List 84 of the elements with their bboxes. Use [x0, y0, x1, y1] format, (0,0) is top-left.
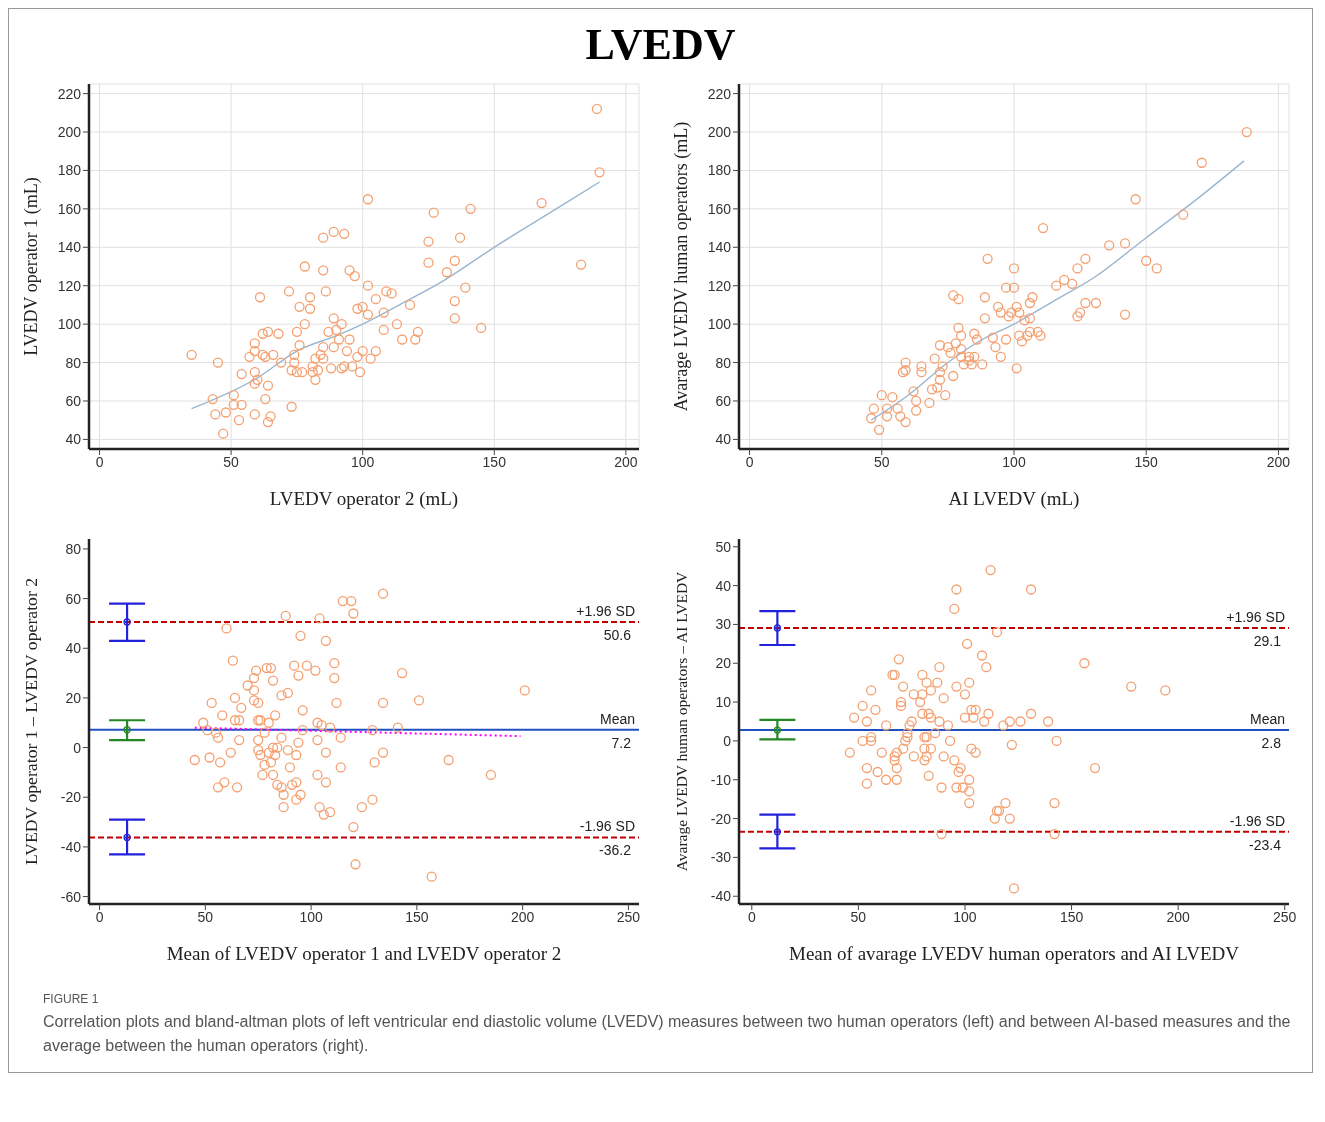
- y-tick-label: 0: [73, 739, 82, 756]
- x-axis-title: AI LVEDV (mL): [948, 488, 1080, 510]
- y-tick-label: 50: [715, 538, 732, 555]
- x-tick-label: 50: [197, 908, 214, 925]
- x-tick-label: 100: [299, 908, 324, 925]
- y-axis-title: LVEDV operator 1 (mL): [21, 177, 42, 356]
- x-tick-label: 0: [95, 453, 104, 470]
- ref-line-label: Mean: [1249, 711, 1285, 728]
- caption: FIGURE 1: [43, 991, 100, 1008]
- ref-line-label: -1.96 SD: [579, 818, 635, 835]
- y-tick-label: 80: [65, 354, 82, 371]
- x-tick-label: 100: [351, 453, 375, 470]
- ref-line-label: +1.96 SD: [1226, 608, 1285, 625]
- annotation: 50.6: [603, 626, 632, 643]
- y-tick-label: -20: [710, 810, 732, 827]
- y-tick-label: -20: [60, 789, 82, 806]
- ref-line-label: -1.96 SD: [1229, 812, 1285, 829]
- y-tick-label: 30: [715, 616, 732, 633]
- y-tick-label: 200: [57, 124, 82, 140]
- line-series: [190, 181, 601, 410]
- x-tick-label: 150: [1059, 908, 1084, 925]
- x-tick-label: 150: [405, 908, 429, 925]
- y-axis-title: Avarage LVEDV human operators (mL): [671, 121, 692, 412]
- y-tick-label: 40: [715, 577, 732, 594]
- x-tick-label: 100: [1002, 453, 1026, 470]
- x-tick-label: 100: [953, 908, 977, 925]
- x-tick-label: 200: [614, 453, 638, 470]
- y-tick-label: 60: [65, 590, 82, 607]
- y-tick-label: 80: [715, 354, 732, 371]
- y-tick-label: 60: [65, 392, 82, 409]
- y-axis-title: Avarage LVEDV human operators – AI LVEDV: [673, 570, 690, 872]
- x-tick-label: 250: [1273, 908, 1297, 925]
- annotation: 29.1: [1253, 632, 1282, 649]
- y-tick-label: -30: [710, 849, 732, 866]
- y-tick-label: 0: [723, 732, 732, 749]
- y-tick-label: 140: [707, 239, 732, 256]
- y-tick-label: -60: [60, 888, 82, 905]
- y-tick-label: -10: [710, 771, 732, 788]
- y-tick-label: 20: [65, 689, 82, 706]
- y-tick-label: 40: [65, 431, 82, 448]
- y-tick-label: 220: [57, 85, 82, 102]
- annotation: -23.4: [1249, 836, 1282, 853]
- x-tick-label: 50: [223, 453, 240, 470]
- x-axis-title: LVEDV operator 2 (mL): [269, 488, 459, 510]
- x-tick-label: 50: [850, 908, 867, 925]
- x-tick-label: 150: [1134, 453, 1159, 470]
- annotation: 7.2: [611, 734, 632, 751]
- y-axis-title: LVEDV operator 1 – LVEDV operator 2: [21, 577, 41, 866]
- y-tick-label: 10: [715, 694, 732, 711]
- x-axis-title: Mean of avarage LVEDV human operators and AI LVEDV: [789, 943, 1240, 964]
- x-tick-label: 250: [616, 908, 641, 925]
- y-tick-label: 120: [57, 277, 82, 294]
- y-tick-label: 40: [715, 431, 732, 448]
- y-tick-label: 40: [65, 640, 82, 657]
- chart-title: LVEDV: [584, 19, 737, 70]
- x-tick-label: 0: [745, 453, 754, 470]
- y-tick-label: 160: [707, 200, 732, 217]
- text: Correlation plots and bland-altman plots of left ventricular end diastolic volume (LVEDV) measures between two human operators (left) and between AI-based measures and the average between the human operators (right).: [43, 1012, 1292, 1056]
- x-tick-label: 0: [747, 908, 756, 925]
- x-tick-label: 200: [1266, 453, 1291, 470]
- y-tick-label: 160: [57, 200, 82, 217]
- y-tick-label: 100: [707, 316, 732, 333]
- y-tick-label: 140: [57, 239, 82, 256]
- x-axis-title: Mean of LVEDV operator 1 and LVEDV operator 2: [166, 943, 562, 964]
- y-tick-label: -40: [710, 888, 732, 905]
- y-tick-label: 120: [707, 277, 732, 294]
- ref-line-label: +1.96 SD: [576, 602, 635, 619]
- ref-line-label: Mean: [599, 710, 635, 727]
- y-tick-label: 60: [715, 392, 732, 409]
- annotation: -36.2: [599, 842, 632, 859]
- x-tick-label: 50: [874, 453, 890, 470]
- y-tick-label: 80: [65, 540, 82, 557]
- y-tick-label: 20: [715, 655, 732, 672]
- y-tick-label: 220: [707, 85, 732, 102]
- x-tick-label: 200: [1166, 908, 1191, 925]
- x-tick-label: 150: [482, 453, 507, 470]
- y-tick-label: 180: [57, 162, 82, 179]
- y-tick-label: -40: [60, 838, 82, 855]
- annotation: 2.8: [1261, 735, 1282, 752]
- x-tick-label: 200: [510, 908, 535, 925]
- x-tick-label: 0: [95, 908, 104, 925]
- y-tick-label: 100: [57, 316, 82, 333]
- y-tick-label: 180: [707, 162, 732, 179]
- y-tick-label: 200: [707, 124, 732, 140]
